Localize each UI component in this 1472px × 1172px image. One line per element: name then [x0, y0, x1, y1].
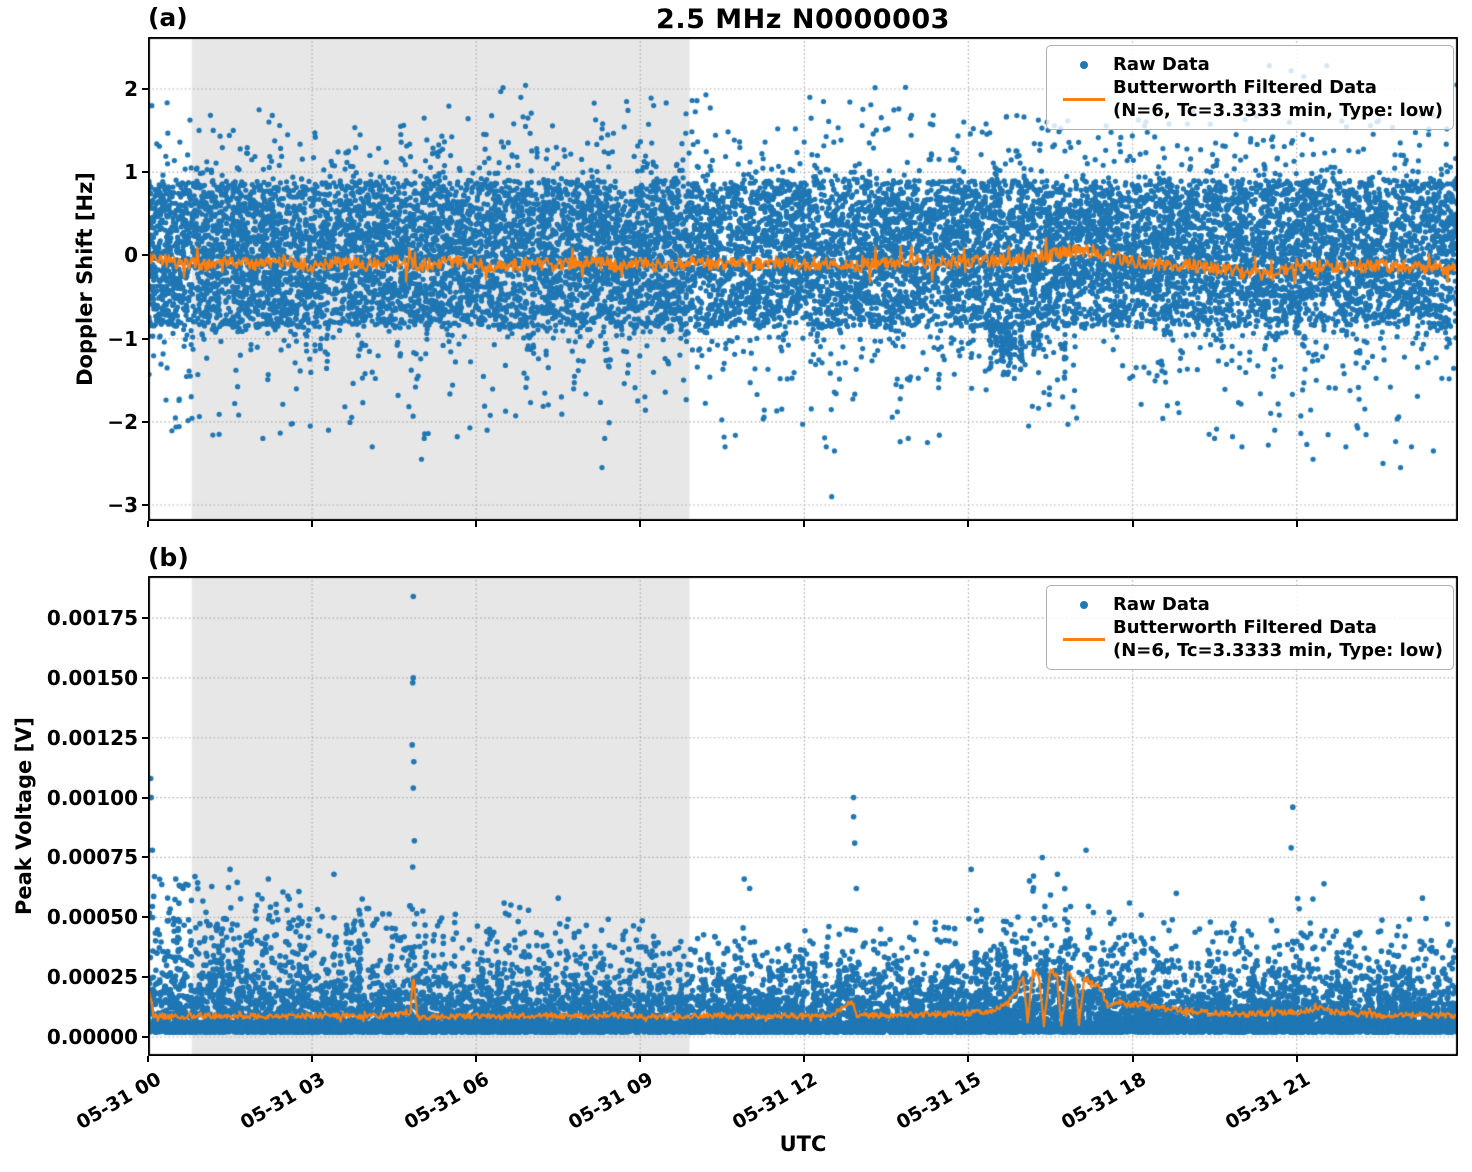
y-tick-mark [142, 976, 148, 979]
x-tick-mark [147, 521, 149, 527]
x-tick-label: 05-31 21 [1221, 1068, 1314, 1134]
x-axis-label: UTC [779, 1132, 827, 1156]
x-tick-label: 05-31 00 [72, 1068, 165, 1134]
x-tick-mark [1131, 1056, 1134, 1062]
x-tick-mark [1295, 521, 1298, 527]
y-tick-label: 2 [124, 77, 138, 101]
panel-a-ylabel: Doppler Shift [Hz] [73, 172, 97, 386]
legend-filtered-label: Butterworth Filtered Data (N=6, Tc=3.333… [1113, 77, 1444, 121]
y-tick-label: −1 [107, 326, 138, 351]
legend-filtered-label: Butterworth Filtered Data (N=6, Tc=3.333… [1113, 617, 1444, 661]
y-tick-label: 0.00175 [46, 606, 138, 631]
y-tick-mark [142, 88, 148, 90]
x-tick-mark [311, 1056, 314, 1062]
x-tick-mark [803, 1056, 806, 1062]
y-tick-mark [142, 736, 148, 739]
x-tick-label: 05-31 03 [236, 1068, 330, 1134]
x-tick-mark [967, 1056, 970, 1062]
x-tick-label: 05-31 18 [1057, 1068, 1150, 1134]
filtered-line-marker-icon [1055, 76, 1113, 122]
panel-b-legend: Raw Data Butterworth Filtered Data (N=6,… [1046, 585, 1454, 670]
y-tick-label: 1 [124, 160, 138, 185]
y-tick-label: 0.00025 [46, 965, 138, 990]
x-tick-label: 05-31 09 [565, 1068, 658, 1134]
panel-a-label: (a) [148, 3, 188, 32]
panel-b-label: (b) [148, 543, 189, 572]
y-tick-label: 0.00050 [46, 905, 138, 930]
x-tick-mark [1131, 521, 1134, 527]
x-tick-mark [1295, 1056, 1298, 1062]
legend-raw-label: Raw Data [1113, 594, 1210, 615]
x-tick-label: 05-31 12 [729, 1068, 822, 1134]
legend-filtered-row: Butterworth Filtered Data (N=6, Tc=3.333… [1055, 76, 1443, 122]
x-tick-mark [803, 521, 806, 527]
raw-data-marker-icon [1055, 593, 1113, 616]
y-tick-label: 0.00125 [46, 725, 138, 750]
legend-raw-row: Raw Data [1055, 593, 1443, 616]
y-tick-label: 0.00150 [46, 665, 138, 690]
y-tick-label: 0.00075 [46, 845, 138, 870]
filtered-line-marker-icon [1055, 616, 1113, 662]
legend-raw-label: Raw Data [1113, 54, 1210, 75]
x-tick-mark [967, 521, 970, 527]
raw-data-marker-icon [1055, 53, 1113, 76]
y-tick-mark [142, 617, 148, 620]
x-tick-mark [475, 521, 478, 527]
legend-filtered-row: Butterworth Filtered Data (N=6, Tc=3.333… [1055, 616, 1443, 662]
y-tick-mark [142, 916, 148, 919]
y-tick-mark [142, 171, 148, 174]
y-tick-mark [142, 420, 148, 423]
y-tick-mark [142, 504, 148, 507]
y-tick-label: 0.00000 [46, 1024, 138, 1049]
y-tick-label: −2 [107, 409, 138, 434]
y-tick-mark [142, 1035, 148, 1038]
y-tick-mark [142, 796, 148, 799]
x-tick-mark [311, 521, 314, 527]
x-tick-mark [475, 1056, 478, 1062]
legend-raw-row: Raw Data [1055, 53, 1443, 76]
chart-title: 2.5 MHz N0000003 [656, 4, 950, 35]
y-tick-label: 0.00100 [46, 785, 138, 810]
y-tick-mark [142, 856, 148, 859]
x-tick-mark [147, 1056, 149, 1062]
x-tick-label: 05-31 15 [893, 1068, 986, 1134]
y-tick-label: 0 [124, 243, 138, 268]
x-tick-mark [639, 521, 642, 527]
panel-a-legend: Raw Data Butterworth Filtered Data (N=6,… [1046, 45, 1454, 130]
x-tick-label: 05-31 06 [400, 1068, 494, 1134]
y-tick-mark [142, 337, 148, 340]
x-tick-mark [639, 1056, 642, 1062]
y-tick-mark [142, 676, 148, 679]
y-tick-mark [142, 254, 148, 257]
panel-b-ylabel: Peak Voltage [V] [12, 716, 36, 916]
y-tick-label: −3 [107, 493, 138, 518]
